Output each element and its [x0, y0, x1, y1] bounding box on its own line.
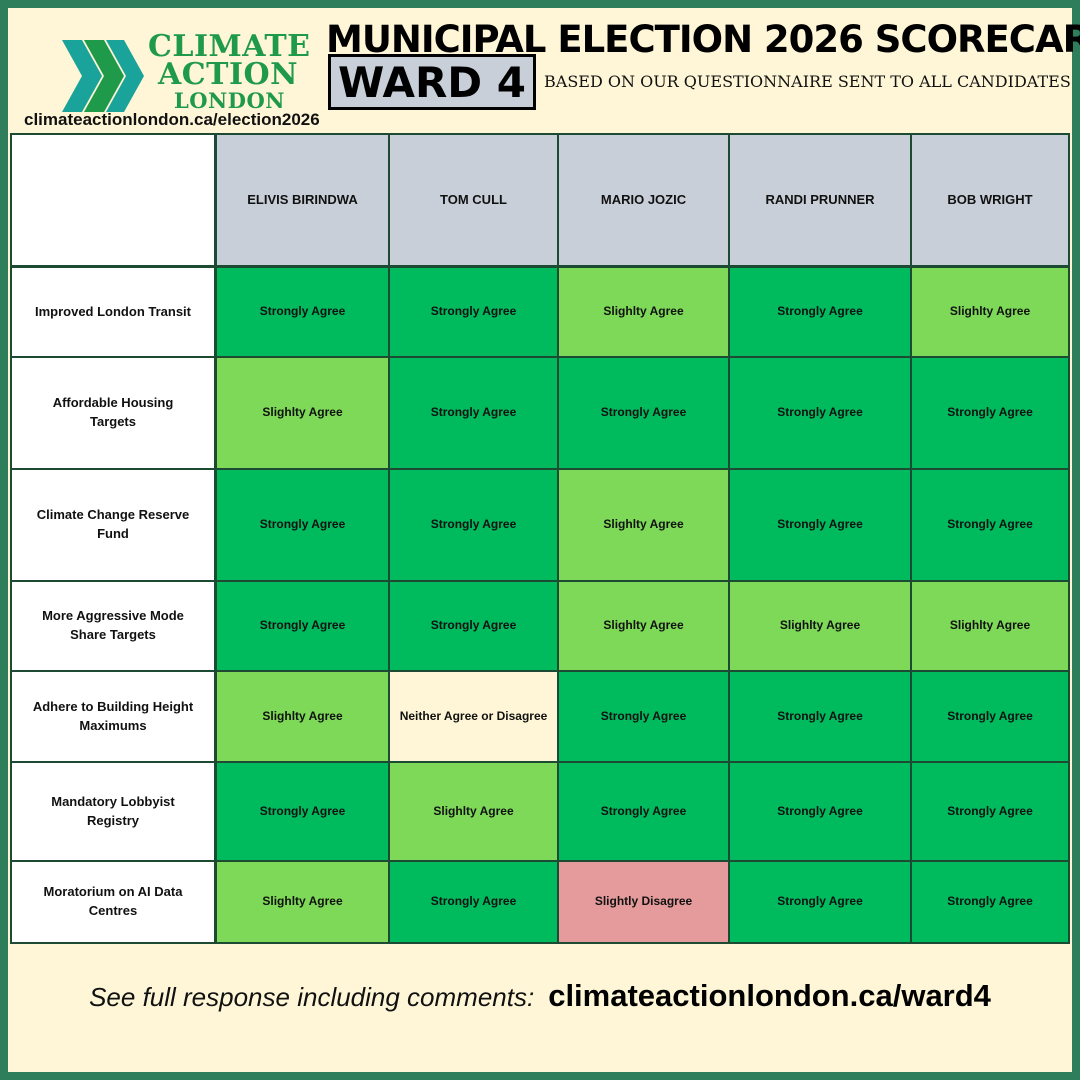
- scorecard-page: CLIMATE ACTION LONDON climateactionlondo…: [8, 8, 1080, 1072]
- logo-word-action: ACTION: [158, 57, 299, 92]
- response-cell: Strongly Agree: [730, 672, 910, 761]
- logo-word-climate: CLIMATE: [148, 29, 311, 64]
- climate-action-london-logo: CLIMATE ACTION LONDON: [60, 30, 330, 116]
- response-cell: Strongly Agree: [559, 672, 728, 761]
- response-cell: Strongly Agree: [730, 763, 910, 860]
- question-label: Mandatory Lobbyist Registry: [12, 763, 214, 860]
- question-label: Improved London Transit: [12, 268, 214, 356]
- response-cell: Strongly Agree: [730, 470, 910, 580]
- candidate-header-elivis-birindwa: ELIVIS BIRINDWA: [217, 135, 388, 265]
- response-cell: Strongly Agree: [912, 358, 1068, 468]
- response-cell: Neither Agree or Disagree: [390, 672, 557, 761]
- response-cell: Slighlty Agree: [390, 763, 557, 860]
- candidate-header-mario-jozic: MARIO JOZIC: [559, 135, 728, 265]
- response-cell: Strongly Agree: [390, 470, 557, 580]
- response-cell: Strongly Agree: [912, 470, 1068, 580]
- footer-link[interactable]: climateactionlondon.ca/ward4: [548, 978, 991, 1013]
- response-cell: Strongly Agree: [390, 268, 557, 356]
- response-cell: Strongly Agree: [730, 358, 910, 468]
- response-cell: Slighlty Agree: [559, 582, 728, 670]
- response-cell: Strongly Agree: [912, 763, 1068, 860]
- response-cell: Slightly Disagree: [559, 862, 728, 942]
- logo-word-london: LONDON: [174, 88, 285, 113]
- response-cell: Slighlty Agree: [217, 358, 388, 468]
- question-label: More Aggressive Mode Share Targets: [12, 582, 214, 670]
- election-site-url: climateactionlondon.ca/election2026: [24, 110, 320, 129]
- response-cell: Slighlty Agree: [559, 470, 728, 580]
- response-cell: Strongly Agree: [217, 268, 388, 356]
- response-cell: Strongly Agree: [217, 582, 388, 670]
- response-cell: Strongly Agree: [390, 862, 557, 942]
- response-cell: Slighlty Agree: [730, 582, 910, 670]
- response-cell: Strongly Agree: [217, 763, 388, 860]
- candidate-header-tom-cull: TOM CULL: [390, 135, 557, 265]
- footer-prompt: See full response including comments:: [89, 982, 535, 1012]
- response-cell: Strongly Agree: [390, 358, 557, 468]
- table-corner-cell: [12, 135, 214, 265]
- response-cell: Strongly Agree: [390, 582, 557, 670]
- page-subtitle: BASED ON OUR QUESTIONNAIRE SENT TO ALL C…: [544, 72, 1071, 91]
- response-cell: Slighlty Agree: [912, 582, 1068, 670]
- response-cell: Strongly Agree: [217, 470, 388, 580]
- page-title: MUNICIPAL ELECTION 2026 SCORECARD: [326, 18, 1080, 61]
- response-cell: Slighlty Agree: [559, 268, 728, 356]
- response-cell: Strongly Agree: [559, 763, 728, 860]
- response-cell: Slighlty Agree: [217, 862, 388, 942]
- candidate-header-randi-prunner: RANDI PRUNNER: [730, 135, 910, 265]
- scorecard-table: ELIVIS BIRINDWA TOM CULL MARIO JOZIC RANDI …: [10, 133, 1070, 944]
- response-cell: Strongly Agree: [559, 358, 728, 468]
- response-cell: Strongly Agree: [730, 862, 910, 942]
- response-cell: Slighlty Agree: [912, 268, 1068, 356]
- question-label: Climate Change Reserve Fund: [12, 470, 214, 580]
- response-cell: Strongly Agree: [912, 672, 1068, 761]
- response-cell: Strongly Agree: [912, 862, 1068, 942]
- footer: See full response including comments: cli…: [8, 978, 1072, 1014]
- chevron-arrows-icon: [62, 40, 144, 112]
- question-label: Adhere to Building Height Maximums: [12, 672, 214, 761]
- question-label: Moratorium on AI Data Centres: [12, 862, 214, 942]
- candidate-header-bob-wright: BOB WRIGHT: [912, 135, 1068, 265]
- question-label: Affordable Housing Targets: [12, 358, 214, 468]
- response-cell: Strongly Agree: [730, 268, 910, 356]
- response-cell: Slighlty Agree: [217, 672, 388, 761]
- ward-badge: WARD 4: [328, 54, 536, 110]
